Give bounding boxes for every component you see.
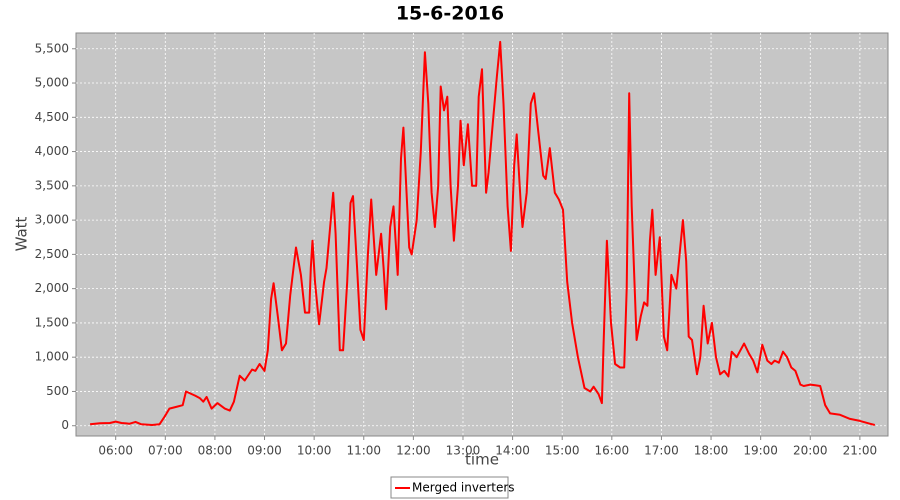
y-tick-label: 2,000 [35,281,69,295]
legend: Merged inverters [390,476,515,499]
y-tick-label: 2,500 [35,247,69,261]
x-tick-label: 07:00 [148,444,183,458]
y-tick-label: 1,500 [35,315,69,329]
x-tick-label: 13:00 [446,444,481,458]
x-tick-label: 09:00 [247,444,282,458]
y-tick-label: 0 [61,418,69,432]
legend-label: Merged inverters [412,481,515,495]
x-axis-label: time [465,451,499,469]
y-tick-label: 5,000 [35,76,69,90]
x-tick-label: 08:00 [198,444,233,458]
x-tick-label: 16:00 [595,444,630,458]
x-tick-label: 15:00 [545,444,580,458]
x-tick-label: 18:00 [694,444,729,458]
chart-title: 15-6-2016 [396,3,504,25]
x-tick-label: 20:00 [793,444,828,458]
y-tick-label: 1,000 [35,350,69,364]
legend-box [390,476,509,499]
x-tick-label: 12:00 [396,444,431,458]
y-tick-label: 4,500 [35,110,69,124]
y-tick-label: 3,000 [35,213,69,227]
x-tick-label: 17:00 [644,444,679,458]
y-axis-label: Watt [13,216,31,251]
y-tick-label: 4,000 [35,144,69,158]
x-tick-label: 14:00 [495,444,530,458]
x-tick-label: 06:00 [98,444,133,458]
x-tick-label: 10:00 [297,444,332,458]
x-tick-label: 11:00 [346,444,381,458]
y-tick-label: 5,500 [35,41,69,55]
y-tick-label: 3,500 [35,178,69,192]
x-tick-label: 21:00 [843,444,878,458]
data-line [89,40,876,426]
plot-area [75,32,889,437]
x-tick-label: 19:00 [743,444,778,458]
y-tick-label: 500 [46,384,69,398]
